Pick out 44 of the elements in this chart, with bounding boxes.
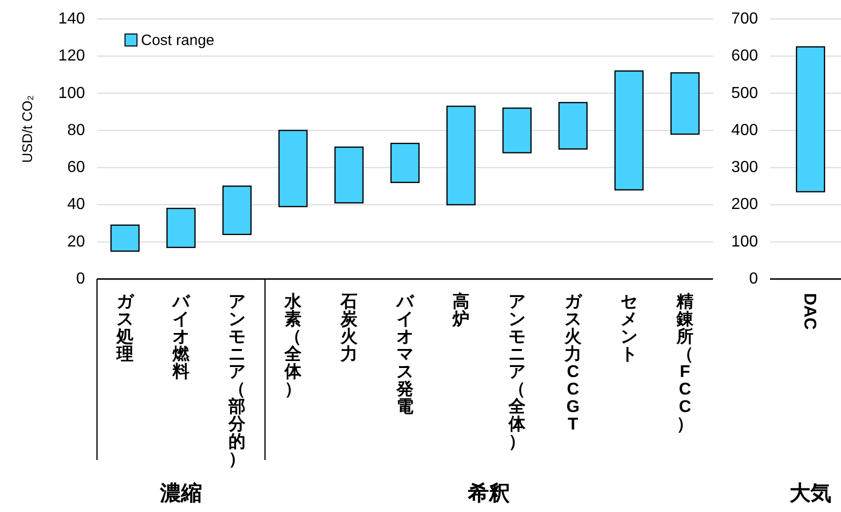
category-label: アンモニア（部分的）: [228, 292, 246, 468]
x-tick-label: バイオ燃料: [172, 292, 190, 381]
y-tick-label: 700: [731, 10, 758, 28]
y-tick-label: 500: [731, 84, 758, 102]
bar: [110, 224, 140, 252]
bar: [614, 70, 644, 190]
bar: [558, 102, 588, 150]
y-tick-label: 600: [731, 48, 758, 65]
text: 希釈: [467, 482, 510, 505]
y-tick-label: 100: [58, 84, 86, 102]
bar: [390, 142, 420, 184]
bar: [502, 108, 532, 154]
bar: [278, 130, 308, 208]
y-tick-label: 0: [749, 270, 758, 288]
y-tick-label: 400: [731, 122, 758, 139]
x-tick-label: DAC: [800, 293, 820, 330]
bar: [446, 106, 476, 206]
bar: [166, 208, 196, 248]
y-tick-label: 60: [67, 159, 86, 176]
y-tick-label: 100: [731, 233, 758, 250]
bar: [334, 146, 364, 204]
bar: [222, 186, 252, 236]
legend-label: Cost range: [141, 32, 214, 49]
y-axis-title: USD/t CO₂: [19, 95, 35, 163]
x-tick-label: 石炭火力: [340, 292, 358, 364]
y-tick-label: 80: [67, 122, 86, 139]
y-tick-label: 0: [76, 270, 86, 288]
y-tick-label: 120: [58, 48, 86, 65]
bar: [670, 72, 700, 135]
x-tick-label: 精錬所（FCC）: [676, 292, 694, 434]
y-tick-label: 200: [731, 196, 758, 214]
x-tick-label: バイオマス発電: [396, 292, 414, 416]
category-label: アンモニア（全体）: [508, 292, 526, 451]
y-tick-label: 40: [67, 196, 86, 214]
x-tick-label: セメント: [620, 292, 638, 364]
y-tick-label: 300: [731, 159, 758, 176]
x-tick-label: 高炉: [452, 292, 470, 328]
x-tick-label: 水素（全体）: [284, 292, 302, 398]
x-tick-label: ガス火力CCGT: [564, 292, 582, 434]
x-tick-label: ガス処理: [116, 292, 134, 364]
text: 大気: [790, 482, 832, 505]
y-tick-label: 140: [58, 10, 86, 28]
y-tick-label: 20: [67, 233, 86, 250]
text: 濃縮: [159, 481, 202, 505]
